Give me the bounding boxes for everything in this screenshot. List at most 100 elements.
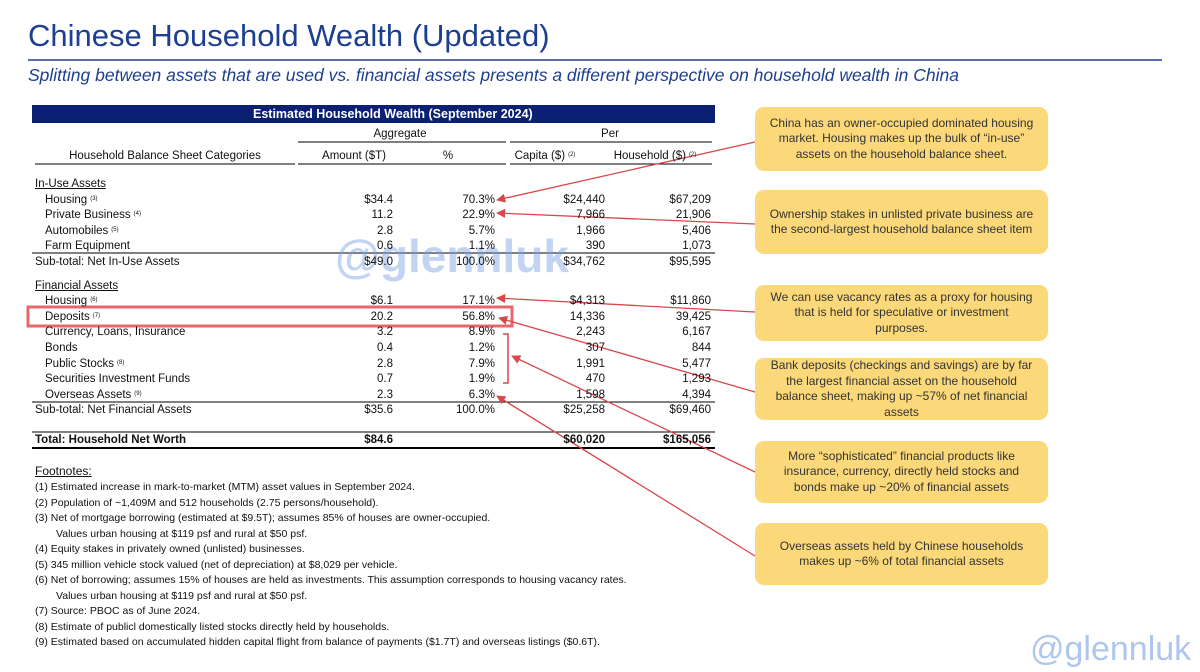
footnote: (6) Net of borrowing; assumes 15% of hou…: [35, 574, 627, 586]
callout: Overseas assets held by Chinese househol…: [755, 523, 1048, 585]
cell: 2.3: [377, 388, 393, 401]
subtitle: Splitting between assets that are used v…: [28, 65, 959, 85]
label: Currency, Loans, Insurance: [45, 326, 186, 339]
footnote: (9) Estimated based on accumulated hidde…: [35, 636, 600, 648]
callout: More “sophisticated” financial products …: [755, 441, 1048, 503]
watermark: @glennluk: [335, 230, 569, 282]
cell: 22.9%: [462, 209, 495, 222]
row-label: Farm Equipment: [45, 238, 130, 254]
cell: 0.4: [377, 341, 393, 354]
cell: 3.2: [377, 326, 393, 339]
label: Overseas Assets: [45, 388, 132, 401]
footnote: Values urban housing at $119 psf and rur…: [56, 527, 308, 540]
row-label: Currency, Loans, Insurance: [45, 324, 185, 340]
row-label: Securities Investment Funds: [45, 371, 190, 387]
cell: 56.8%: [462, 310, 495, 323]
cell: 0.7: [377, 373, 393, 386]
cell: $35.6: [364, 404, 393, 417]
table-title-bar: [32, 105, 715, 123]
label: Housing: [45, 295, 88, 308]
cell: $34,762: [563, 255, 605, 268]
cell: 5.7%: [468, 224, 495, 237]
callout: Ownership stakes in unlisted private bus…: [755, 190, 1048, 254]
note-ref: (9): [134, 390, 142, 397]
cell: 39,425: [675, 310, 711, 323]
cell: 14,336: [569, 310, 605, 323]
label: Public Stocks: [45, 357, 115, 370]
callout: Bank deposits (checkings and savings) ar…: [755, 358, 1048, 420]
cell: 17.1%: [462, 295, 495, 308]
label: Farm Equipment: [45, 240, 131, 253]
cell: $34.4: [364, 193, 393, 206]
label: Private Business: [45, 209, 131, 222]
callout: China has an owner-occupied dominated ho…: [755, 107, 1048, 171]
label: Bonds: [45, 341, 78, 354]
cell: 8.9%: [468, 326, 495, 339]
column-header: Amount ($T): [234, 148, 474, 164]
cell: $165,056: [663, 434, 711, 446]
table-rules: [32, 141, 715, 449]
footnote: (7) Source: PBOC as of June 2024.: [35, 605, 201, 617]
cell: 21,906: [675, 209, 711, 222]
cell: 70.3%: [462, 193, 495, 206]
note-ref: (4): [133, 211, 141, 218]
column-label: Household Balance Sheet Categories: [69, 150, 261, 162]
cell: 844: [691, 341, 711, 354]
column-label: Household ($): [613, 150, 686, 162]
cell: 5,406: [682, 224, 711, 237]
column-header: Household ($) (2): [535, 148, 775, 164]
cell: 470: [585, 373, 605, 386]
footnote: Values urban housing at $119 psf and rur…: [56, 589, 308, 602]
cell: $60,020: [563, 434, 605, 446]
cell: $11,860: [670, 295, 711, 308]
row-label: Private Business (4): [45, 207, 141, 223]
subtotal-label: Sub-total: Net Financial Assets: [35, 404, 192, 417]
cell: $6.1: [370, 295, 393, 308]
cell: 100.0%: [455, 404, 495, 417]
row-label: Bonds: [45, 340, 78, 356]
note-ref: (6): [90, 297, 98, 304]
bracket: [503, 333, 509, 384]
callout: We can use vacancy rates as a proxy for …: [755, 285, 1048, 341]
label: Deposits: [45, 310, 90, 323]
row-label: Automobiles (5): [45, 223, 119, 239]
note-ref: (5): [111, 226, 119, 233]
cell: 20.2: [370, 310, 393, 323]
footnote: (5) 345 million vehicle stock valued (ne…: [35, 558, 398, 571]
highlight-box: [26, 305, 514, 328]
row-label: Deposits (7): [45, 309, 100, 325]
cell: $84.6: [364, 434, 393, 446]
cell: $25,258: [563, 404, 605, 417]
cell: 1,991: [576, 357, 605, 370]
row-label: Public Stocks (8): [45, 356, 124, 372]
cell: 100.0%: [455, 255, 495, 268]
cell: 5,477: [682, 357, 711, 370]
footnote: (1) Estimated increase in mark-to-market…: [35, 481, 415, 493]
label: Housing: [45, 193, 88, 206]
column-label: Capita ($): [514, 150, 566, 162]
cell: $69,460: [669, 404, 711, 417]
cell: 1.1%: [468, 240, 495, 253]
column-header: Household Balance Sheet Categories: [45, 148, 285, 164]
cell: 1.2%: [468, 341, 495, 354]
cell: 7.9%: [468, 357, 495, 370]
cell: 4,394: [682, 388, 711, 401]
table-title: Estimated Household Wealth (September 20…: [253, 107, 533, 121]
note-ref: (2): [568, 152, 576, 158]
footnote: (4) Equity stakes in privately owned (un…: [35, 543, 305, 555]
note-ref: (2): [688, 152, 697, 158]
cell: 307: [585, 341, 605, 354]
row-label: Housing (3): [45, 192, 98, 208]
footnote: (8) Estimate of publicl domestically lis…: [35, 620, 390, 633]
column-header: Capita ($) (2): [425, 148, 665, 164]
column-header: %: [328, 148, 568, 164]
cell: 6.3%: [468, 388, 495, 401]
cell: 390: [585, 240, 605, 253]
footnote: (2) Population of ~1,409M and 512 househ…: [35, 496, 379, 509]
cell: $67,209: [669, 193, 711, 206]
cell: 2.8: [377, 357, 393, 370]
cell: 11.2: [371, 209, 393, 222]
note-ref: (7): [92, 312, 101, 319]
